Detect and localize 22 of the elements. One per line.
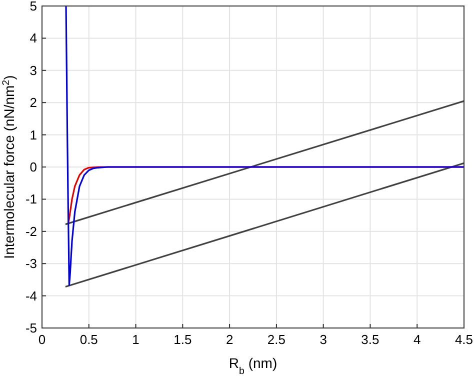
y-tick-label: 2 <box>30 95 37 110</box>
y-tick-label: -5 <box>25 320 37 336</box>
y-tick-label: -2 <box>25 224 37 239</box>
x-axis-title: R$_{b}$ (nm) <box>228 355 278 376</box>
y-tick-label: -1 <box>25 192 37 207</box>
y-tick-label: 4 <box>30 30 37 46</box>
line-series <box>65 6 464 286</box>
x-tick-label: 3.5 <box>361 332 380 347</box>
y-tick-label: 5 <box>30 0 37 14</box>
y-tick-label: 1 <box>30 127 37 142</box>
y-tick-label: -4 <box>25 288 37 304</box>
x-tick-label: 4.5 <box>454 332 474 347</box>
x-tick-label: 3 <box>320 332 327 347</box>
x-tick-label: 2.5 <box>267 332 286 347</box>
x-tick-label: 0.5 <box>80 332 98 347</box>
x-tick-label: 4 <box>413 332 421 347</box>
y-tick-label: 0 <box>30 160 37 174</box>
y-tick-label: 3 <box>30 62 37 78</box>
x-tick-label: 2 <box>226 332 234 347</box>
y-tick-label: -3 <box>25 256 37 272</box>
x-tick-label: 1 <box>132 332 140 347</box>
x-tick-label: 1.5 <box>174 332 192 347</box>
